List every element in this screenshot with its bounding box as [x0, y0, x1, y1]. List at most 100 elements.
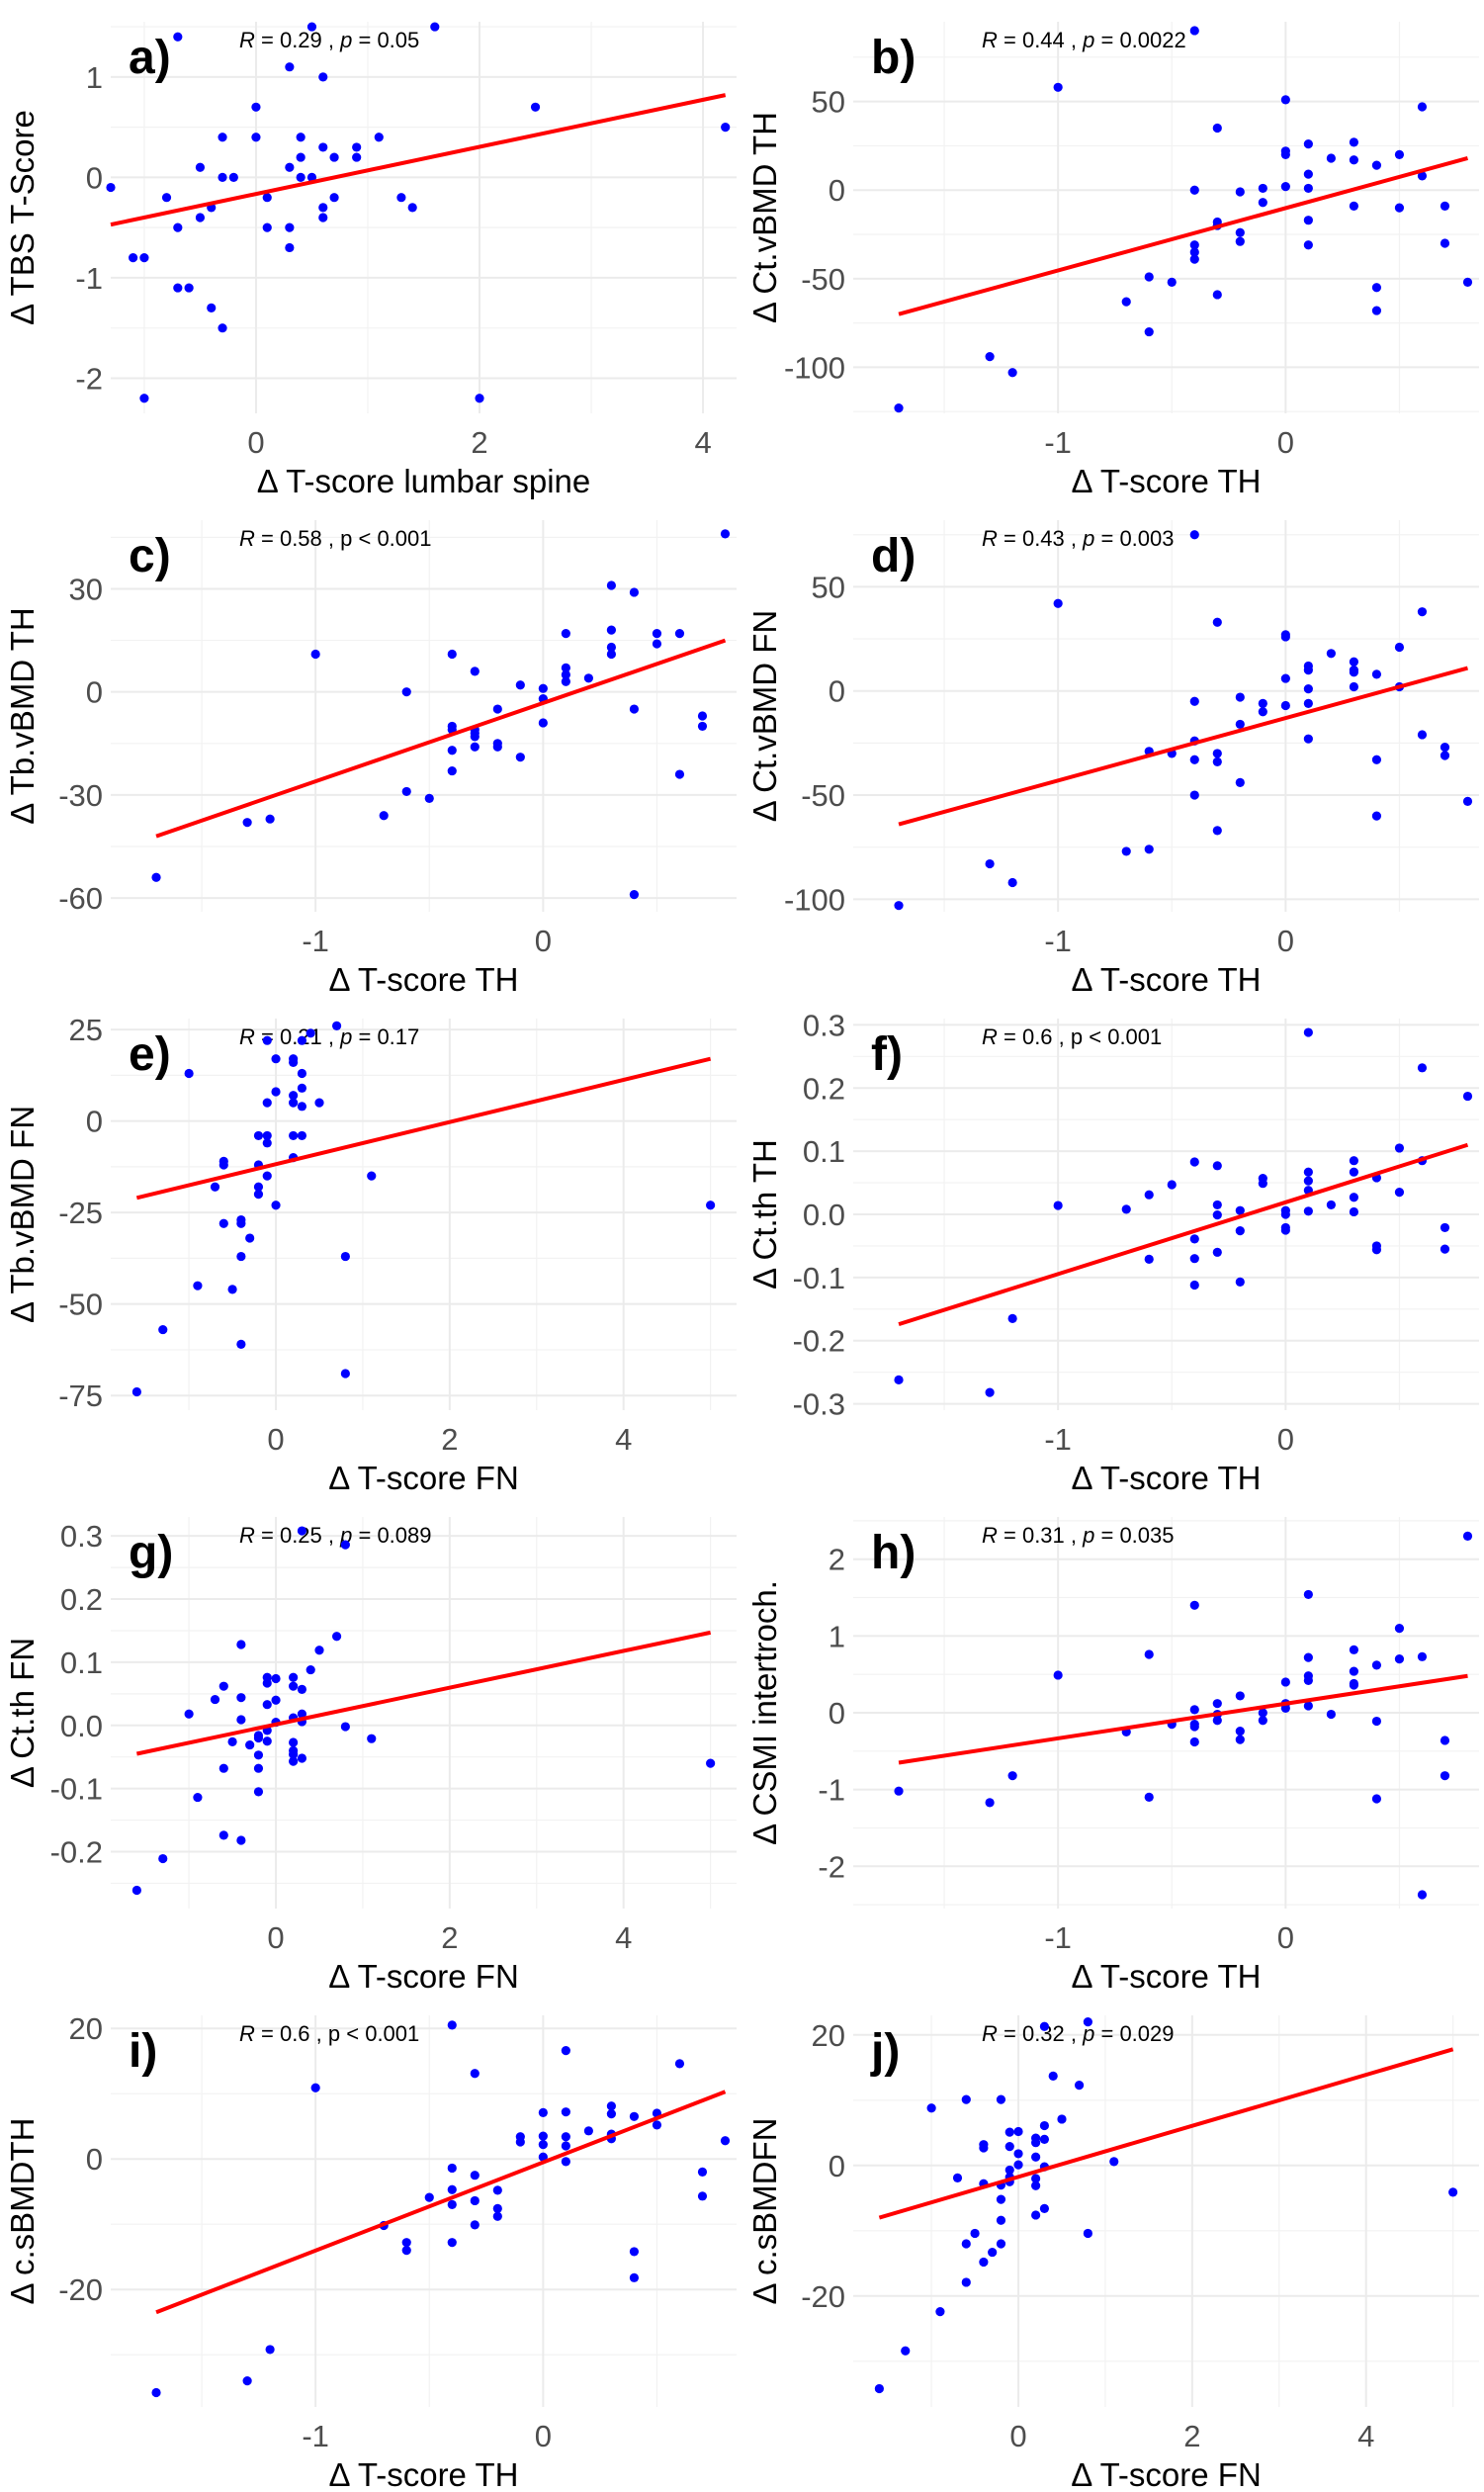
r-symbol: R [239, 2021, 255, 2046]
data-point [262, 1171, 272, 1181]
data-point [1031, 2180, 1041, 2190]
data-point [1144, 1254, 1154, 1264]
data-point [1303, 684, 1313, 694]
data-point [706, 1201, 716, 1210]
x-tick-label: 0 [535, 2419, 552, 2453]
data-point [720, 529, 731, 539]
y-tick-label: 0.3 [60, 1519, 103, 1554]
data-point [1007, 877, 1017, 888]
y-tick-label: 0.2 [60, 1582, 103, 1617]
data-point [470, 732, 480, 742]
scatter-panel-j: 0 2 4 -20 0 20 Δ T-score FN Δ c.sBMDFN j) R = 0.3… [742, 1994, 1484, 2492]
data-point [297, 1526, 307, 1536]
data-point [1189, 1234, 1199, 1244]
data-point [492, 2185, 502, 2195]
data-point [1048, 2071, 1058, 2081]
data-point [1235, 1691, 1245, 1701]
data-point [515, 680, 525, 690]
data-point [297, 1130, 307, 1141]
data-point [271, 1673, 281, 1684]
data-point [1235, 227, 1245, 237]
data-point [1258, 1179, 1267, 1189]
data-point [1394, 1188, 1405, 1198]
data-point [492, 2203, 502, 2213]
data-point [131, 1885, 141, 1896]
data-point [262, 193, 272, 203]
data-point [561, 2046, 570, 2056]
data-point [352, 142, 362, 152]
x-tick-label: -1 [1044, 924, 1072, 958]
data-point [1039, 2120, 1050, 2131]
scatter-plot: -1 0 -100 -50 0 50 Δ T-score TH Δ Ct.vBMD TH b) R… [746, 22, 1479, 499]
x-tick-label: 0 [267, 1422, 284, 1457]
x-tick-label: 2 [1183, 2419, 1200, 2453]
data-point [530, 102, 541, 112]
data-point [1280, 95, 1290, 105]
data-point [1004, 2165, 1014, 2176]
x-axis-title: Δ T-score lumbar spine [257, 463, 591, 499]
data-point [129, 253, 138, 263]
data-point [1109, 2157, 1119, 2167]
data-point [289, 1672, 299, 1682]
y-tick-label: -50 [58, 1288, 103, 1322]
data-point [1258, 1716, 1267, 1726]
data-point [1013, 2126, 1023, 2137]
data-point [561, 663, 570, 672]
data-point [1057, 2114, 1067, 2124]
data-point [1074, 2081, 1085, 2091]
x-tick-label: 0 [1277, 1920, 1294, 1955]
y-tick-label: -2 [75, 361, 103, 396]
data-point [538, 2131, 548, 2141]
data-point [1258, 183, 1267, 194]
scatter-plot: -1 0 -2 -1 0 1 2 Δ T-score TH Δ CSMI intertroch.… [746, 1517, 1479, 1995]
data-point [1349, 155, 1358, 165]
data-point [227, 1736, 237, 1746]
data-point [236, 1693, 246, 1703]
data-point [1083, 2017, 1092, 2027]
data-point [1303, 1701, 1313, 1711]
data-point [236, 1640, 246, 1649]
panel-label: c) [129, 530, 171, 582]
data-point [218, 133, 227, 142]
data-point [447, 2184, 457, 2194]
y-tick-label: 0.3 [803, 1008, 845, 1042]
regression-line [110, 93, 727, 227]
data-point [470, 2171, 480, 2180]
data-point [1189, 790, 1199, 800]
scatter-panel-d: -1 0 -100 -50 0 50 Δ T-score TH Δ Ct.vBMD FN d) R… [742, 498, 1484, 998]
data-point [674, 629, 685, 639]
r-value: = 0.32 , [998, 2021, 1083, 2046]
data-point [271, 1087, 281, 1097]
panel-label: b) [871, 32, 916, 84]
x-axis-title: Δ T-score FN [328, 1958, 519, 1995]
data-point [236, 1218, 246, 1228]
data-point [340, 1369, 350, 1379]
data-point [401, 687, 411, 697]
y-tick-label: -25 [58, 1196, 103, 1230]
data-point [1212, 1210, 1222, 1220]
r-symbol: R [239, 1523, 255, 1548]
data-point [1440, 1244, 1450, 1254]
data-point [1448, 2187, 1458, 2197]
data-point [996, 2239, 1006, 2249]
data-point [318, 213, 328, 222]
data-point [1212, 617, 1222, 627]
regression-line [155, 2090, 727, 2315]
y-tick-label: 0 [86, 2142, 103, 2177]
data-point [310, 2083, 320, 2092]
y-tick-label: 0.1 [803, 1134, 845, 1169]
y-tick-label: 0 [86, 1105, 103, 1139]
data-point [314, 1098, 324, 1108]
data-point [629, 2272, 640, 2282]
x-tick-label: 2 [441, 1920, 458, 1955]
p-symbol: p [1082, 28, 1094, 52]
data-point [424, 2192, 434, 2202]
data-point [561, 629, 570, 639]
data-point [340, 1251, 350, 1262]
data-point [1212, 1161, 1222, 1171]
data-point [340, 1540, 350, 1550]
data-point [106, 182, 116, 193]
data-point [1031, 2152, 1041, 2162]
data-point [1349, 681, 1358, 692]
